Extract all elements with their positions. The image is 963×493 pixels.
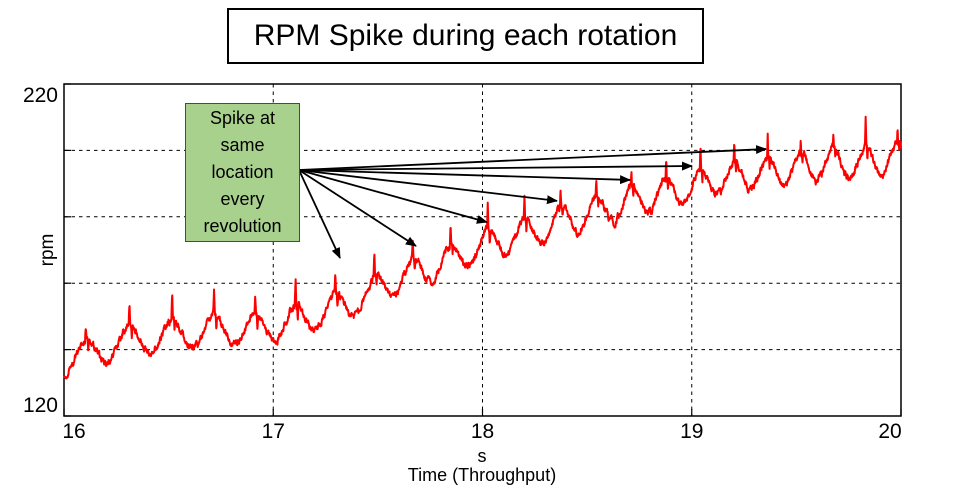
chart-title-box: RPM Spike during each rotation bbox=[227, 8, 704, 64]
callout-arrow bbox=[298, 169, 417, 247]
x-tick-label: 18 bbox=[470, 420, 495, 443]
callout-arrow bbox=[298, 161, 693, 171]
x-tick-label: 19 bbox=[680, 420, 704, 443]
y-axis-label: rpm bbox=[37, 233, 58, 267]
chart-title: RPM Spike during each rotation bbox=[253, 19, 678, 52]
callout-arrow bbox=[298, 169, 488, 224]
callout-arrow bbox=[298, 145, 768, 171]
plot-border bbox=[63, 83, 902, 417]
x-axis-label: Time (Throughput) bbox=[407, 465, 557, 485]
annotation-box: Spike at same location every revolution bbox=[185, 103, 300, 242]
y-tick-label-120: 120 bbox=[22, 394, 58, 417]
callout-arrow bbox=[298, 169, 558, 205]
x-tick-label: 16 bbox=[62, 420, 86, 443]
x-unit-label: s bbox=[477, 446, 487, 466]
x-tick-label: 17 bbox=[261, 420, 285, 443]
y-tick-label-220: 220 bbox=[22, 84, 58, 107]
rpm-series-line bbox=[63, 115, 902, 380]
callout-arrow bbox=[298, 169, 632, 185]
annotation-text: Spike at same location every revolution bbox=[203, 108, 282, 236]
callout-arrows bbox=[298, 145, 768, 259]
x-tick-label: 20 bbox=[878, 420, 902, 443]
callout-arrow bbox=[298, 169, 341, 259]
